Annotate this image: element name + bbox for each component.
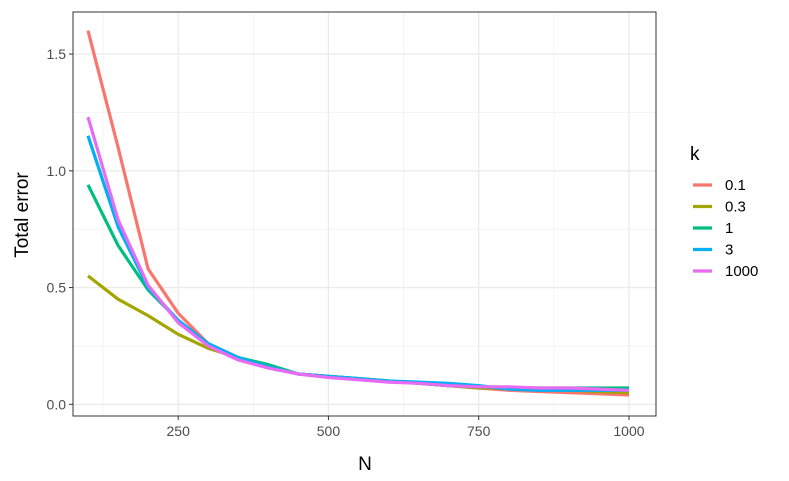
y-tick-label: 0.0	[47, 396, 67, 412]
legend-label-0.3: 0.3	[725, 199, 746, 216]
x-tick-label: 250	[167, 423, 191, 439]
y-axis: 0.0 0.5 1.0 1.5	[47, 46, 73, 412]
legend-title: k	[690, 144, 700, 165]
legend-label-1: 1	[725, 220, 733, 237]
y-axis-title: Total error	[12, 172, 33, 258]
x-axis: 250 500 750 1000	[167, 416, 645, 439]
x-tick-label: 1000	[613, 423, 644, 439]
legend-label-1000: 1000	[725, 263, 758, 280]
legend: k 0.1 0.3 1 3 1000	[690, 144, 758, 280]
x-axis-title: N	[358, 454, 372, 475]
grid	[73, 12, 656, 416]
legend-label-3: 3	[725, 242, 733, 259]
legend-label-0.1: 0.1	[725, 177, 746, 194]
series-lines	[86, 30, 630, 397]
series-line-1000	[86, 116, 630, 392]
panel-border	[72, 11, 657, 417]
y-tick-label: 0.5	[47, 280, 67, 296]
x-tick-label: 750	[467, 423, 491, 439]
x-tick-label: 500	[317, 423, 341, 439]
y-tick-label: 1.5	[47, 46, 67, 62]
y-tick-label: 1.0	[47, 163, 67, 179]
